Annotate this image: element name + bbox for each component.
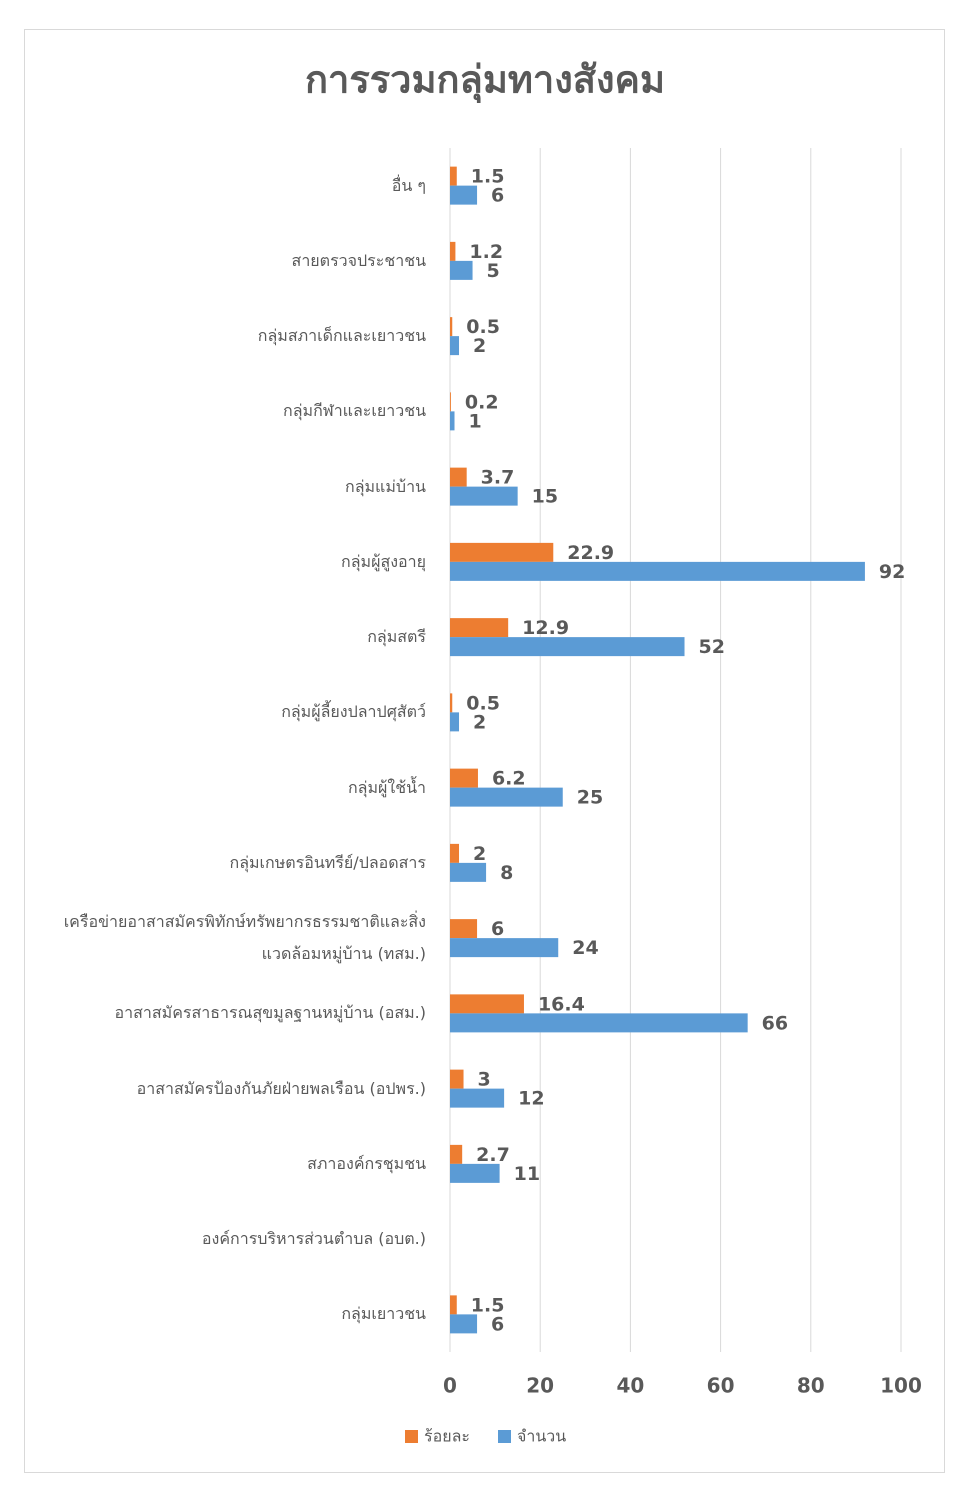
chart-title: การรวมกลุ่มทางสังคม (305, 58, 665, 104)
bar (450, 486, 518, 506)
bar (450, 392, 451, 412)
bar (450, 919, 478, 939)
value-label: 2.7 (476, 1144, 510, 1166)
value-label: 3 (478, 1069, 491, 1091)
y-tick-label: สายตรวจประชาชน (291, 250, 426, 270)
y-tick-label: กลุ่มกีฬาและเยาวชน (283, 401, 426, 421)
bar (450, 260, 473, 280)
y-tick-label: เครือข่ายอาสาสมัครพิทักษ์ทรัพยากรธรรมชาต… (63, 912, 426, 964)
bar (450, 467, 467, 487)
bar (450, 843, 460, 863)
bar (450, 1163, 500, 1183)
value-label: 6 (491, 918, 504, 940)
value-label: 1.2 (469, 241, 503, 263)
value-label: 12 (518, 1088, 544, 1110)
legend-label: จำนวน (517, 1427, 566, 1446)
value-label: 66 (762, 1012, 788, 1034)
value-label: 15 (532, 486, 558, 508)
y-tick-label: องค์การบริหารส่วนตำบล (อบต.) (201, 1229, 426, 1249)
bar (450, 938, 559, 958)
y-tick-label: กลุ่มสภาเด็กและเยาวชน (257, 326, 426, 346)
y-tick-label: กลุ่มผู้ลี้ยงปลาปศุสัตว์ (281, 702, 426, 722)
legend-swatch (405, 1430, 418, 1443)
value-label: 16.4 (538, 993, 585, 1015)
bar (450, 185, 478, 205)
value-label: 3.7 (481, 467, 515, 489)
value-label: 11 (514, 1163, 540, 1185)
value-label: 1.5 (471, 1294, 505, 1316)
bar (450, 637, 685, 657)
x-tick-label: 20 (526, 1374, 554, 1398)
value-label: 5 (487, 260, 500, 282)
y-tick-label: อาสาสมัครป้องกันภัยฝ่ายพลเรือน (อปพร.) (136, 1078, 426, 1098)
y-tick-label: กลุ่มสตรี (367, 627, 426, 647)
y-tick-label: กลุ่มผู้ใช้น้ำ (347, 777, 426, 797)
bar (450, 994, 524, 1014)
bar (450, 542, 554, 562)
x-tick-label: 80 (797, 1374, 825, 1398)
y-tick-label: กลุ่มเกษตรอินทรีย์/ปลอดสาร (229, 852, 426, 872)
x-tick-label: 60 (707, 1374, 735, 1398)
bar (450, 1013, 748, 1033)
value-label: 6.2 (492, 768, 526, 790)
value-label: 1 (469, 410, 482, 432)
bar (450, 768, 478, 788)
bar (450, 1144, 463, 1164)
value-label: 2 (473, 335, 486, 357)
legend-swatch (498, 1430, 511, 1443)
x-tick-label: 0 (443, 1374, 457, 1398)
value-label: 0.5 (466, 692, 500, 714)
bar (450, 1314, 478, 1334)
value-label: 12.9 (522, 617, 569, 639)
bar (450, 1088, 505, 1108)
value-label: 0.2 (465, 391, 499, 413)
bar (450, 787, 563, 807)
y-tick-label: อื่น ๆ (391, 175, 426, 195)
bar (450, 336, 460, 356)
value-label: 1.5 (471, 166, 505, 188)
value-label: 24 (572, 937, 598, 959)
value-label: 2 (473, 843, 486, 865)
bar (450, 693, 453, 713)
bar (450, 561, 865, 581)
value-label: 6 (491, 185, 504, 207)
y-tick-label: อาสาสมัครสาธารณสุขมูลฐานหมู่บ้าน (อสม.) (114, 1003, 426, 1023)
y-tick-label: กลุ่มผู้สูงอายุ (341, 551, 426, 571)
legend-label: ร้อยละ (424, 1427, 470, 1446)
bar (450, 1295, 457, 1315)
x-tick-label: 100 (880, 1374, 922, 1398)
y-tick-label: สภาองค์กรชุมชน (307, 1153, 426, 1173)
bar (450, 241, 456, 261)
value-label: 92 (879, 561, 905, 583)
value-label: 6 (491, 1313, 504, 1335)
bar (450, 712, 460, 732)
bar (450, 862, 487, 882)
y-tick-label: กลุ่มแม่บ้าน (345, 476, 426, 496)
x-tick-label: 40 (616, 1374, 644, 1398)
value-label: 2 (473, 711, 486, 733)
y-tick-label: กลุ่มเยาวชน (341, 1304, 426, 1324)
value-label: 52 (699, 636, 725, 658)
bar (450, 411, 455, 431)
value-label: 22.9 (567, 542, 614, 564)
bar (450, 317, 453, 337)
chart-border (24, 29, 945, 1473)
bar (450, 166, 457, 186)
bar (450, 1069, 464, 1089)
value-label: 25 (577, 787, 603, 809)
value-label: 0.5 (466, 316, 500, 338)
value-label: 8 (500, 862, 513, 884)
bar (450, 618, 509, 638)
